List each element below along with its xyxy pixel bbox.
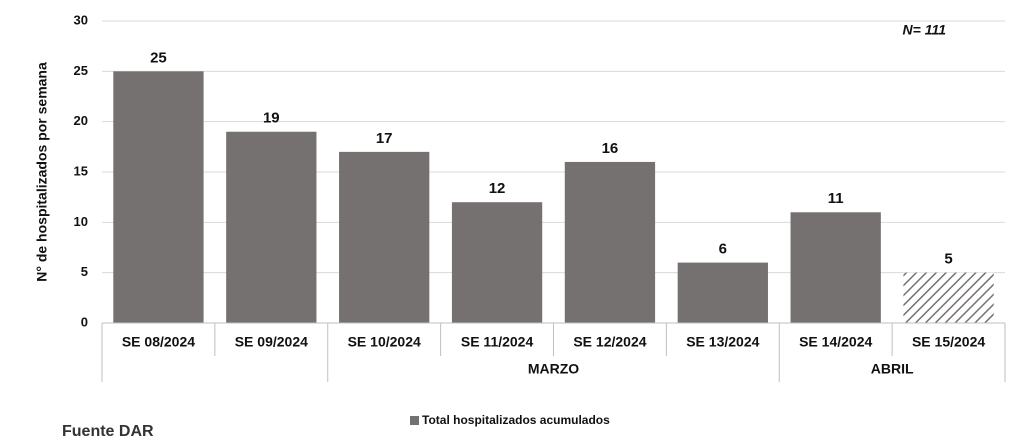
bar [339, 151, 430, 323]
y-tick-label: 25 [74, 63, 88, 78]
annotation: N= 111 [903, 22, 947, 38]
y-tick-label: 0 [81, 314, 88, 329]
bar [451, 202, 543, 323]
data-label: 11 [828, 190, 844, 207]
data-label: 12 [489, 180, 506, 197]
y-tick-label: 10 [74, 214, 88, 229]
data-label: 5 [944, 251, 952, 268]
bar [790, 212, 881, 323]
x-tick-label: SE 15/2024 [912, 334, 985, 350]
x-tick-label: SE 08/2024 [122, 334, 195, 350]
x-tick-label: SE 11/2024 [461, 334, 534, 350]
bar [903, 272, 994, 323]
y-tick-label: 5 [81, 264, 88, 279]
data-label: 19 [263, 110, 280, 127]
data-label: 16 [602, 140, 619, 157]
y-tick-label: 15 [74, 163, 88, 178]
bar [677, 262, 768, 323]
group-label: MARZO [528, 361, 579, 377]
x-tick-label: SE 12/2024 [573, 334, 646, 350]
bar [564, 161, 656, 323]
bar [113, 71, 204, 323]
y-tick-label: 30 [74, 12, 88, 27]
x-tick-label: SE 10/2024 [348, 334, 421, 350]
legend-label: Total hospitalizados acumulados [422, 413, 610, 427]
data-label: 17 [376, 130, 393, 147]
data-label: 6 [719, 241, 727, 258]
x-tick-label: SE 14/2024 [799, 334, 872, 350]
x-tick-label: SE 09/2024 [235, 334, 308, 350]
legend-swatch [410, 416, 419, 425]
x-tick-label: SE 13/2024 [686, 334, 759, 350]
y-tick-label: 20 [74, 113, 88, 128]
group-label: ABRIL [871, 361, 914, 377]
data-label: 25 [150, 49, 167, 66]
source: Fuente DAR [62, 423, 154, 440]
y-axis-label: N° de hospitalizados por semana [34, 62, 50, 282]
bar [226, 131, 317, 323]
